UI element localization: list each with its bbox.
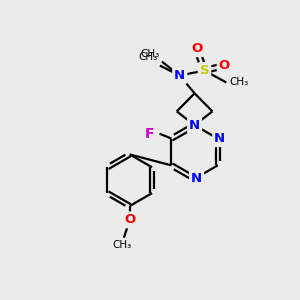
Text: N: N xyxy=(214,132,225,145)
Text: O: O xyxy=(219,59,230,72)
Text: O: O xyxy=(124,213,135,226)
Text: CH₃: CH₃ xyxy=(112,240,131,250)
Text: N: N xyxy=(191,172,202,185)
Text: S: S xyxy=(200,64,209,77)
Text: CH₃: CH₃ xyxy=(141,49,160,59)
Text: N: N xyxy=(174,69,185,82)
Text: O: O xyxy=(191,42,202,55)
Text: F: F xyxy=(145,127,154,141)
Text: CH₃: CH₃ xyxy=(139,52,158,61)
Text: N: N xyxy=(189,119,200,132)
Text: CH₃: CH₃ xyxy=(229,77,248,87)
